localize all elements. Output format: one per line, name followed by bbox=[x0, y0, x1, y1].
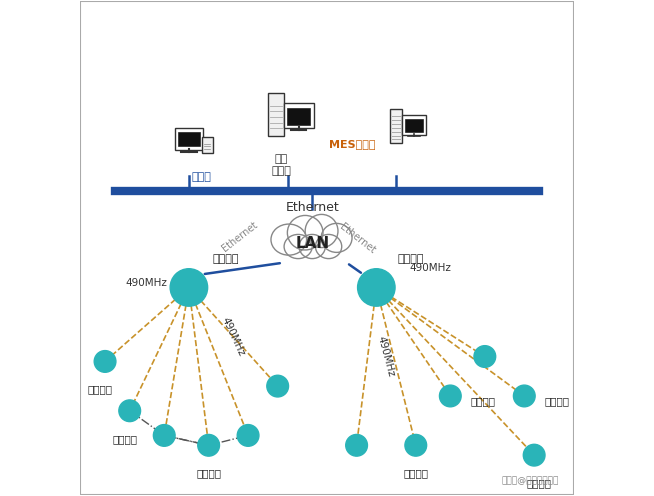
Ellipse shape bbox=[284, 235, 312, 258]
Circle shape bbox=[170, 269, 207, 306]
Text: Ethernet: Ethernet bbox=[285, 201, 339, 214]
FancyBboxPatch shape bbox=[268, 93, 284, 135]
Ellipse shape bbox=[315, 235, 342, 258]
Circle shape bbox=[154, 425, 175, 446]
Ellipse shape bbox=[287, 215, 323, 250]
Text: MES服务器: MES服务器 bbox=[329, 139, 375, 149]
Circle shape bbox=[94, 351, 116, 372]
FancyBboxPatch shape bbox=[287, 108, 311, 125]
Text: Ethernet: Ethernet bbox=[220, 220, 260, 253]
Circle shape bbox=[119, 400, 141, 422]
Text: 采集节点: 采集节点 bbox=[470, 396, 495, 406]
FancyBboxPatch shape bbox=[405, 119, 423, 132]
Text: LAN: LAN bbox=[295, 236, 329, 250]
FancyBboxPatch shape bbox=[402, 116, 426, 135]
Text: 操作站: 操作站 bbox=[191, 172, 211, 182]
Ellipse shape bbox=[321, 223, 352, 252]
Text: Ethernet: Ethernet bbox=[337, 222, 377, 256]
FancyBboxPatch shape bbox=[201, 136, 213, 153]
FancyBboxPatch shape bbox=[390, 109, 402, 143]
Text: 490MHz: 490MHz bbox=[220, 315, 247, 358]
Text: 490MHz: 490MHz bbox=[126, 278, 167, 288]
Circle shape bbox=[523, 444, 545, 466]
Circle shape bbox=[513, 385, 535, 407]
Circle shape bbox=[358, 269, 395, 306]
Text: 490MHz: 490MHz bbox=[376, 335, 396, 378]
Circle shape bbox=[405, 434, 426, 456]
Text: 采集节点: 采集节点 bbox=[526, 478, 551, 489]
Text: 监控
服务器: 监控 服务器 bbox=[271, 154, 292, 176]
FancyBboxPatch shape bbox=[175, 127, 203, 150]
Text: 采集节点: 采集节点 bbox=[112, 434, 137, 444]
FancyBboxPatch shape bbox=[178, 131, 199, 146]
Circle shape bbox=[346, 434, 368, 456]
Circle shape bbox=[474, 346, 496, 368]
Circle shape bbox=[237, 425, 259, 446]
Circle shape bbox=[267, 375, 288, 397]
Text: 采集节点: 采集节点 bbox=[196, 468, 221, 479]
Text: 采集节点: 采集节点 bbox=[88, 384, 112, 395]
Text: 采集节点: 采集节点 bbox=[544, 396, 569, 406]
FancyBboxPatch shape bbox=[284, 103, 314, 128]
Text: 采集节点: 采集节点 bbox=[404, 468, 428, 479]
Circle shape bbox=[198, 434, 220, 456]
Ellipse shape bbox=[271, 224, 307, 255]
Circle shape bbox=[439, 385, 461, 407]
Text: 物联网关: 物联网关 bbox=[398, 254, 424, 264]
Text: 搜狐号@深圳信立科技: 搜狐号@深圳信立科技 bbox=[502, 476, 559, 485]
Ellipse shape bbox=[305, 214, 338, 248]
Text: 490MHz: 490MHz bbox=[410, 263, 452, 273]
Ellipse shape bbox=[299, 235, 325, 258]
Text: 物联网关: 物联网关 bbox=[213, 254, 239, 264]
